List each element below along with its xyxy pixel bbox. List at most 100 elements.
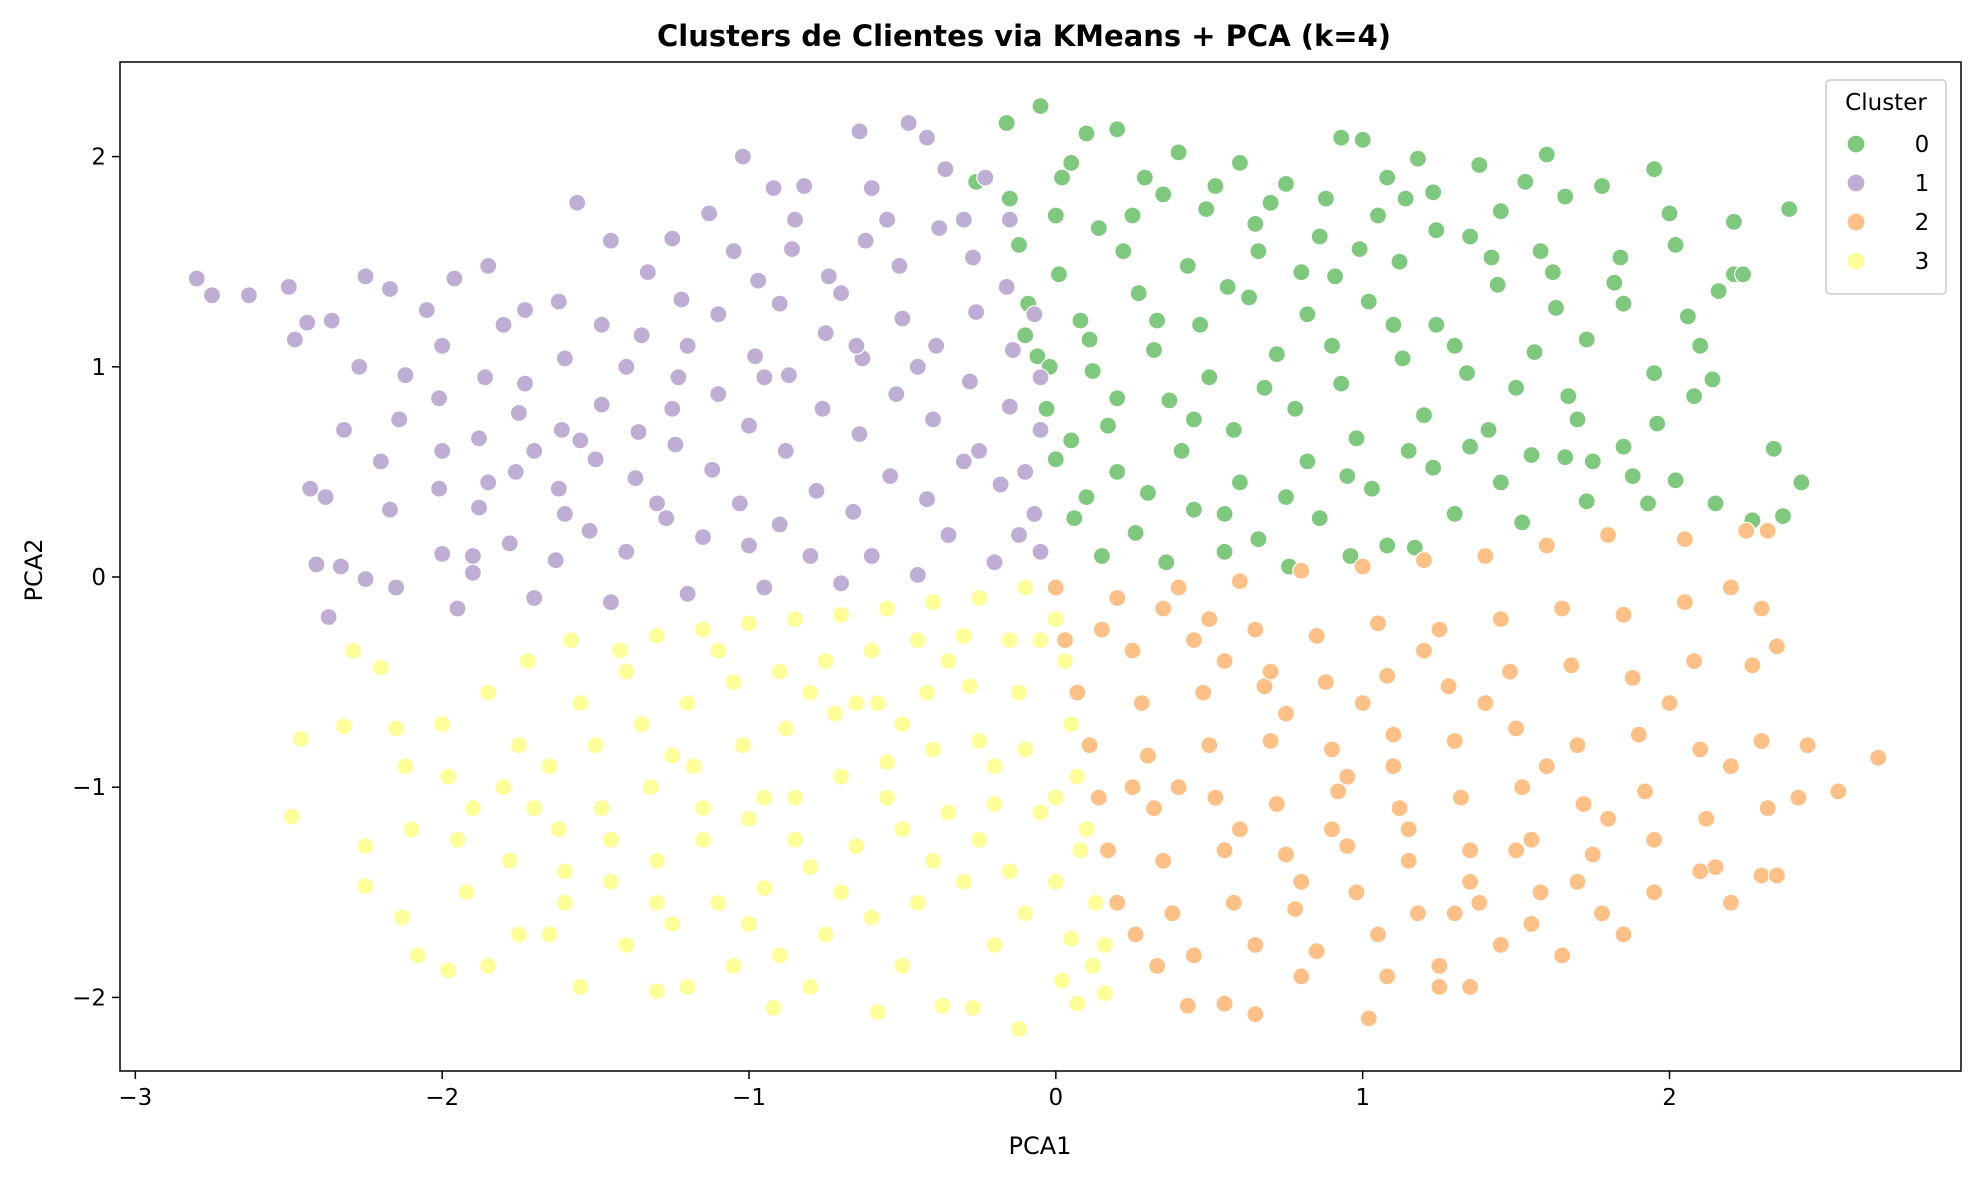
point-cluster-0 [1089, 219, 1108, 238]
point-cluster-0 [1614, 294, 1633, 313]
point-cluster-3 [402, 820, 421, 839]
point-cluster-1 [601, 231, 621, 250]
point-cluster-0 [1780, 200, 1799, 219]
point-cluster-2 [1476, 546, 1495, 566]
point-cluster-1 [709, 385, 728, 404]
point-cluster-2 [1568, 872, 1587, 891]
point-cluster-2 [1230, 572, 1250, 591]
point-cluster-1 [745, 347, 765, 366]
point-cluster-0 [1080, 330, 1099, 349]
point-cluster-0 [1405, 538, 1424, 557]
point-cluster-2 [1126, 925, 1145, 944]
point-cluster-0 [1230, 473, 1250, 492]
point-cluster-3 [1071, 841, 1090, 860]
point-cluster-3 [1068, 767, 1087, 786]
point-cluster-1 [552, 420, 571, 439]
point-cluster-1 [322, 311, 341, 330]
point-cluster-0 [1614, 437, 1633, 456]
point-cluster-1 [954, 210, 973, 229]
point-cluster-2 [1322, 820, 1342, 839]
point-cluster-0 [1224, 420, 1243, 439]
point-cluster-2 [1568, 736, 1587, 755]
point-cluster-1 [881, 467, 900, 486]
point-cluster-0 [1399, 441, 1418, 460]
point-cluster-3 [960, 677, 980, 696]
point-cluster-1 [733, 147, 753, 166]
point-cluster-2 [1098, 841, 1118, 860]
point-cluster-2 [1451, 788, 1471, 807]
point-cluster-1 [672, 290, 691, 309]
point-cluster-2 [1154, 599, 1173, 618]
point-cluster-0 [1298, 452, 1317, 471]
point-cluster-0 [1077, 124, 1096, 143]
point-cluster-3 [1046, 872, 1065, 891]
point-cluster-1 [831, 284, 851, 303]
point-cluster-2 [1697, 809, 1716, 828]
legend-entry-label: 1 [1915, 171, 1930, 197]
point-cluster-1 [555, 349, 575, 368]
point-cluster-2 [1721, 578, 1741, 597]
point-cluster-0 [1310, 509, 1329, 528]
point-cluster-3 [684, 757, 703, 776]
legend: Cluster 0 1 2 3 [1825, 79, 1947, 295]
point-cluster-1 [433, 544, 452, 564]
point-cluster-1 [887, 385, 906, 404]
point-cluster-2 [1767, 866, 1787, 885]
y-axis-label: PCA2 [20, 539, 48, 602]
point-cluster-0 [1046, 206, 1065, 225]
point-cluster-0 [1611, 248, 1630, 267]
point-cluster-1 [506, 462, 525, 481]
point-cluster-1 [187, 269, 206, 288]
point-cluster-1 [917, 490, 937, 509]
point-cluster-1 [969, 441, 989, 460]
point-cluster-1 [927, 336, 946, 355]
point-cluster-1 [601, 593, 621, 612]
legend-marker [1846, 173, 1866, 193]
point-cluster-0 [1169, 143, 1188, 162]
point-cluster-0 [1267, 345, 1286, 364]
point-cluster-3 [617, 662, 636, 681]
point-cluster-3 [923, 740, 943, 759]
chart-title: Clusters de Clientes via KMeans + PCA (k… [657, 19, 1391, 53]
point-cluster-2 [1445, 904, 1464, 923]
point-cluster-2 [1399, 820, 1418, 839]
point-cluster-0 [1009, 235, 1029, 254]
point-cluster-0 [1706, 494, 1725, 513]
point-cluster-3 [601, 830, 621, 849]
point-cluster-2 [1292, 872, 1311, 891]
point-cluster-0 [1384, 315, 1403, 334]
point-cluster-3 [282, 807, 301, 826]
point-cluster-1 [693, 527, 713, 547]
point-cluster-3 [739, 914, 759, 934]
point-cluster-0 [1037, 399, 1056, 418]
point-cluster-2 [1328, 782, 1348, 801]
point-cluster-1 [936, 160, 955, 179]
point-cluster-3 [1009, 1019, 1029, 1039]
point-cluster-2 [1292, 561, 1311, 580]
point-cluster-0 [1052, 168, 1072, 187]
point-cluster-2 [1500, 662, 1520, 681]
point-cluster-1 [469, 429, 489, 448]
point-cluster-1 [298, 313, 317, 332]
point-cluster-0 [1537, 145, 1556, 164]
point-cluster-1 [371, 452, 390, 471]
point-cluster-2 [1286, 899, 1305, 919]
point-cluster-3 [954, 626, 973, 646]
point-cluster-3 [877, 788, 897, 807]
point-cluster-0 [1638, 494, 1658, 513]
point-cluster-1 [319, 607, 338, 627]
point-cluster-1 [632, 326, 651, 345]
point-cluster-2 [1552, 599, 1572, 618]
point-cluster-0 [1491, 473, 1510, 492]
point-cluster-0 [1215, 542, 1234, 561]
point-cluster-1 [755, 578, 774, 597]
point-cluster-1 [202, 286, 222, 305]
point-cluster-1 [893, 309, 912, 328]
point-cluster-3 [985, 935, 1004, 955]
point-cluster-0 [1108, 462, 1127, 481]
point-cluster-1 [525, 588, 544, 608]
point-cluster-1 [316, 488, 335, 507]
point-cluster-0 [1488, 275, 1507, 294]
point-cluster-0 [1261, 193, 1280, 212]
point-cluster-1 [430, 479, 449, 498]
